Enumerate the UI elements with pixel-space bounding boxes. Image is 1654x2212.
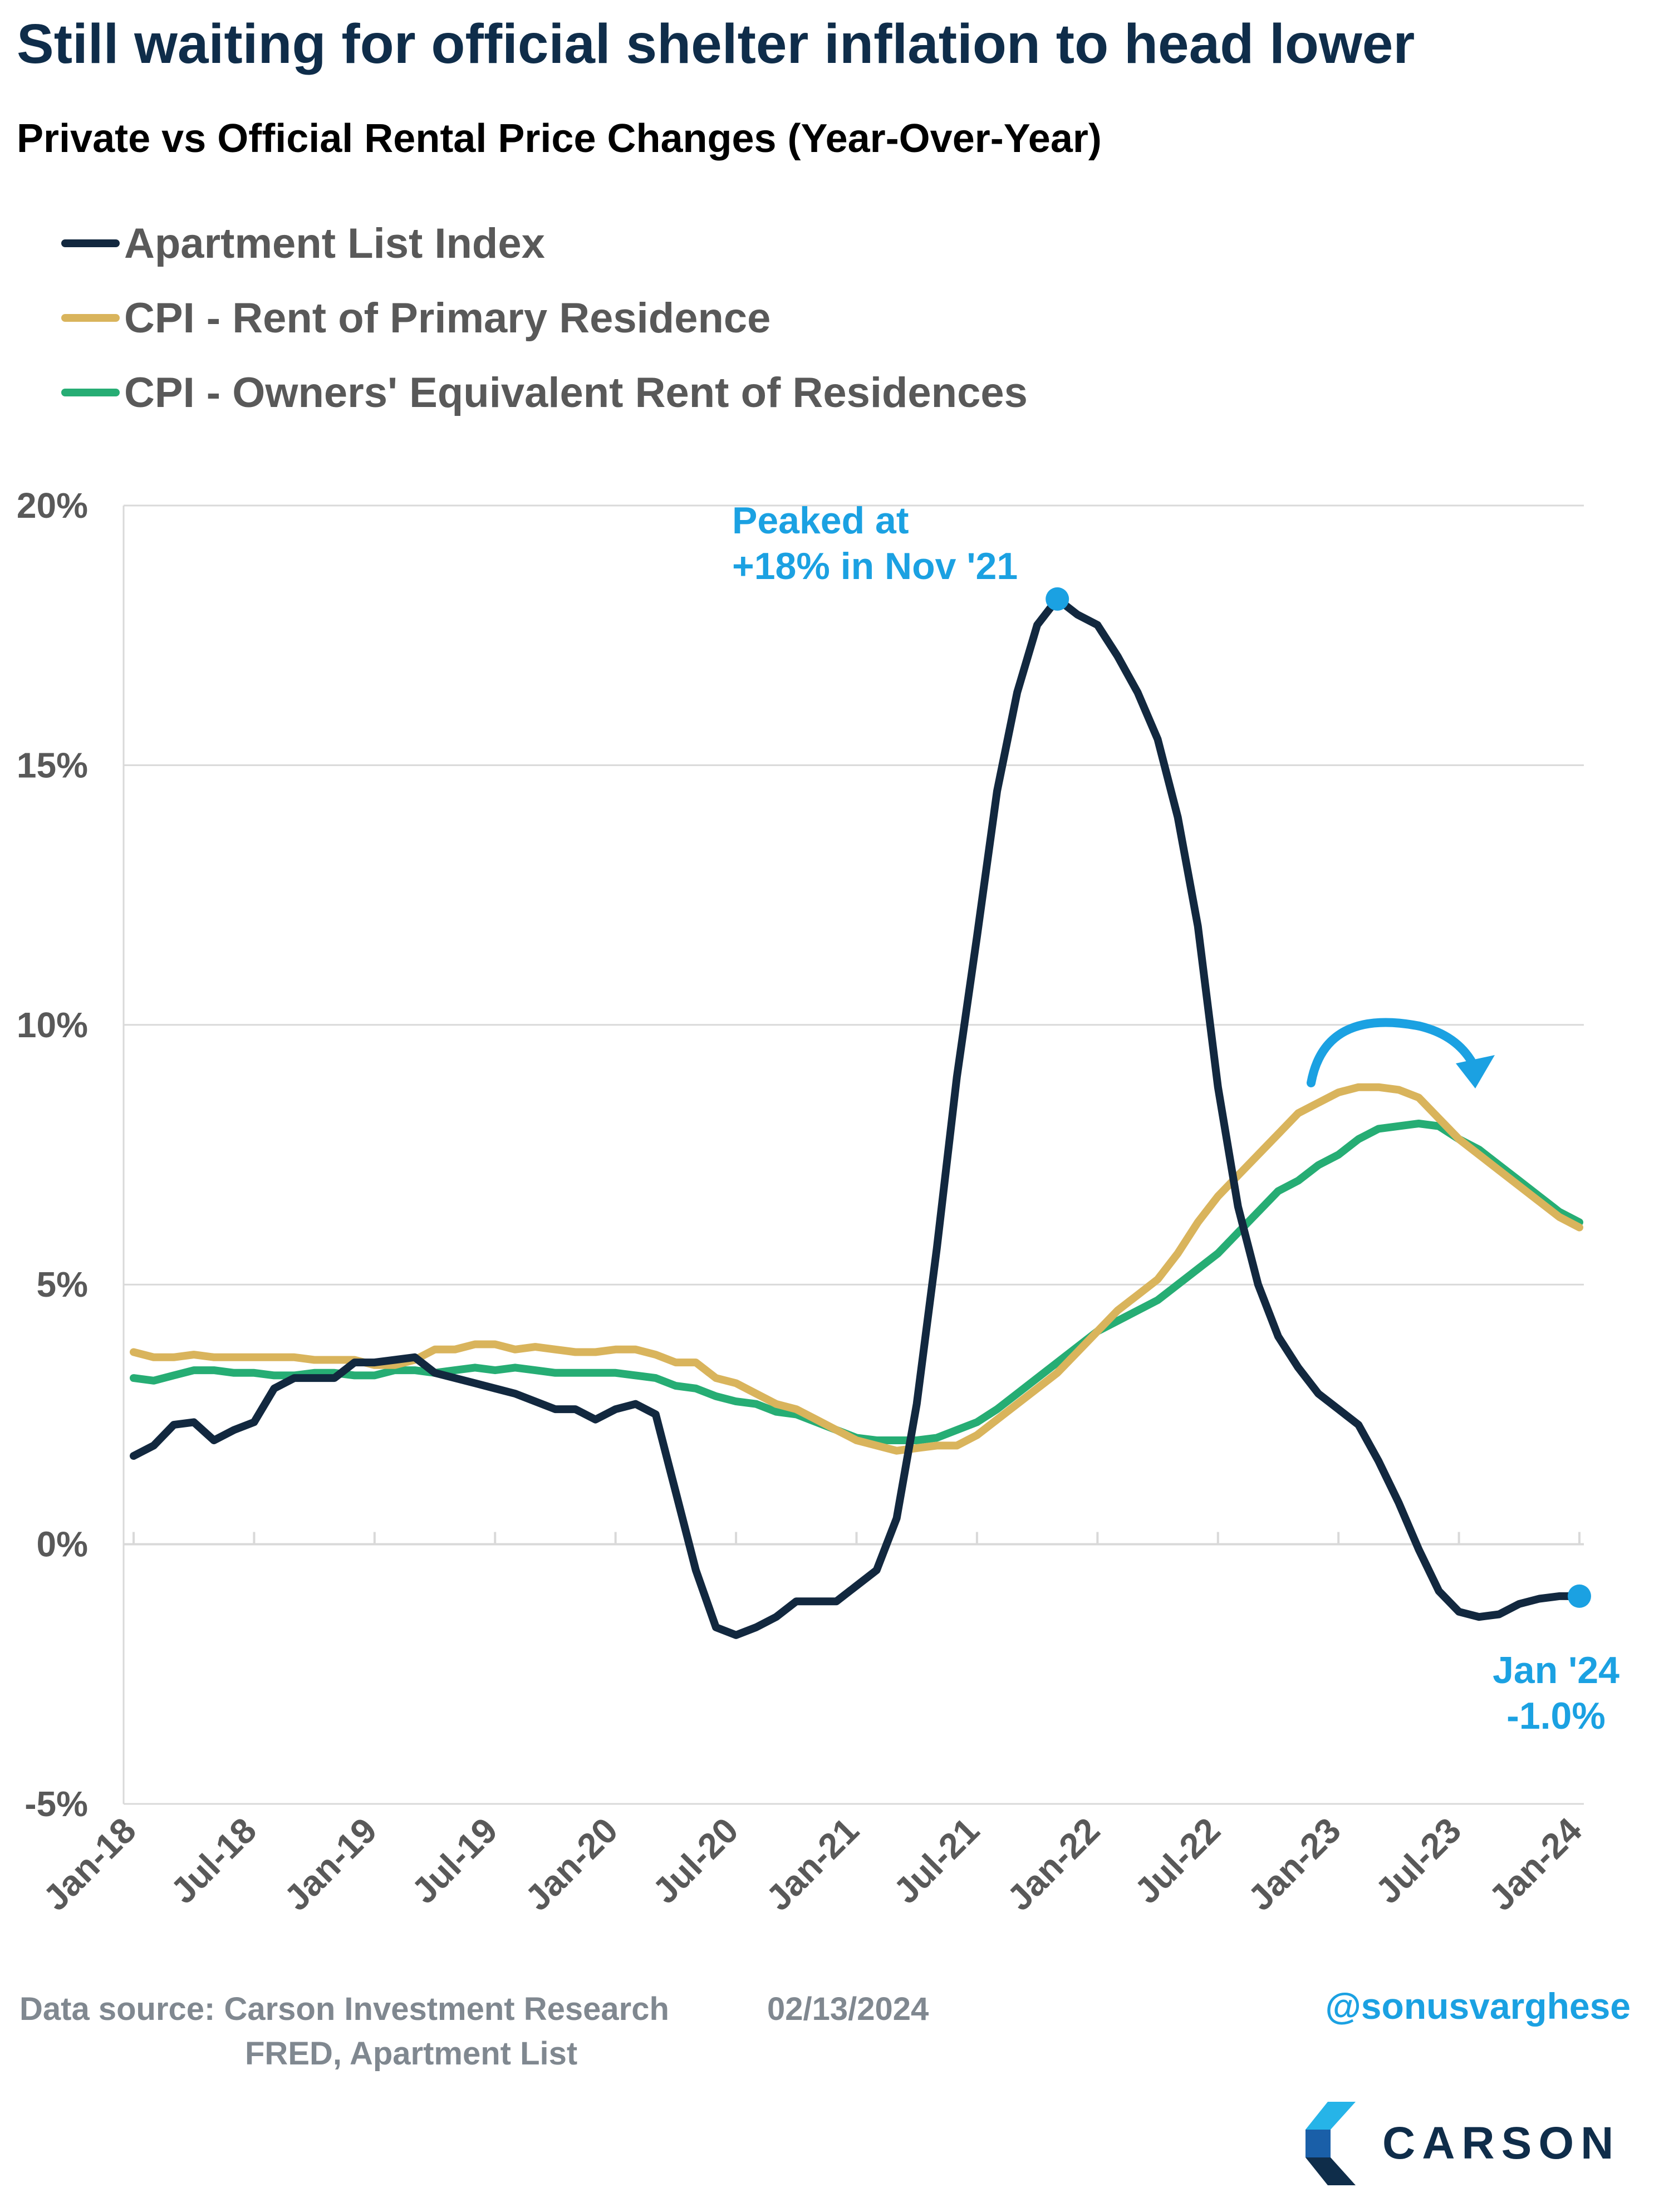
x-tick-label: Jan-19 bbox=[276, 1810, 384, 1918]
annotations: Peaked at+18% in Nov '21 Jan '24-1.0% bbox=[732, 499, 1619, 1737]
y-tick-label: 15% bbox=[17, 745, 88, 785]
x-tick-label: Jul-23 bbox=[1368, 1810, 1469, 1911]
data-source-line2: FRED, Apartment List bbox=[245, 2036, 578, 2072]
x-tick-label: Jan-21 bbox=[758, 1810, 866, 1918]
line-chart: -5% 0% 5% 10% 15% 20% Jan-18 Jul-18 Jan-19 Jul-19… bbox=[17, 485, 1619, 1918]
y-tick-label: 0% bbox=[37, 1524, 89, 1564]
series-line-cpi-rent bbox=[130, 1083, 1583, 1455]
data-source: Data source: Carson Investment Research bbox=[19, 1991, 669, 2027]
legend-swatch-apartment-list bbox=[61, 239, 120, 247]
legend: Apartment List Index CPI - Rent of Prima… bbox=[61, 206, 1028, 430]
legend-label-cpi-rent: CPI - Rent of Primary Residence bbox=[124, 294, 771, 342]
logo-wordmark: CARSON bbox=[1382, 2118, 1621, 2169]
x-tick-label: Jan-22 bbox=[999, 1810, 1107, 1918]
x-tick-label: Jul-18 bbox=[163, 1810, 264, 1911]
y-tick-label: 10% bbox=[17, 1005, 88, 1045]
x-tick-label: Jan-20 bbox=[517, 1810, 625, 1918]
y-tick-label: -5% bbox=[24, 1784, 88, 1824]
series-line-cpi-oer bbox=[130, 1120, 1583, 1444]
legend-item-cpi-oer: CPI - Owners' Equivalent Rent of Residen… bbox=[61, 355, 1028, 430]
x-tick-label: Jul-21 bbox=[886, 1810, 987, 1911]
axes: -5% 0% 5% 10% 15% 20% Jan-18 Jul-18 Jan-19 Jul-19… bbox=[17, 485, 1589, 1918]
x-tick-label: Jan-18 bbox=[36, 1810, 144, 1918]
x-tick-label: Jan-23 bbox=[1240, 1810, 1348, 1918]
y-tick-label: 20% bbox=[17, 485, 88, 526]
arrowhead-icon bbox=[1456, 1055, 1495, 1088]
x-tick-label: Jul-20 bbox=[645, 1810, 746, 1911]
legend-swatch-cpi-oer bbox=[61, 389, 120, 396]
x-tick-label: Jul-22 bbox=[1127, 1810, 1228, 1911]
chart-subtitle: Private vs Official Rental Price Changes… bbox=[17, 116, 1102, 161]
annotation-text-latest: Jan '24 bbox=[1493, 1649, 1619, 1691]
annotation-text-latest: -1.0% bbox=[1506, 1695, 1606, 1737]
carson-logo: CARSON bbox=[1305, 2102, 1620, 2185]
x-tick-label: Jul-19 bbox=[404, 1810, 505, 1911]
curved-arrow-icon bbox=[1307, 1018, 1479, 1087]
annotation-point-peak bbox=[1046, 587, 1069, 611]
twitter-handle[interactable]: @sonusvarghese bbox=[1325, 1985, 1631, 2027]
legend-label-apartment-list: Apartment List Index bbox=[124, 219, 545, 267]
legend-item-apartment-list: Apartment List Index bbox=[61, 206, 1028, 281]
series-lines bbox=[130, 595, 1583, 1639]
publish-date: 02/13/2024 bbox=[767, 1991, 929, 2027]
gridlines bbox=[124, 504, 1584, 1805]
legend-swatch-cpi-rent bbox=[61, 314, 120, 322]
legend-item-cpi-rent: CPI - Rent of Primary Residence bbox=[61, 281, 1028, 355]
chart-title: Still waiting for official shelter infla… bbox=[17, 13, 1415, 75]
x-tick-label: Jan-24 bbox=[1481, 1810, 1590, 1919]
carson-chevron-icon bbox=[1305, 2102, 1356, 2185]
y-tick-label: 5% bbox=[37, 1264, 89, 1304]
series-line-apartment-list bbox=[130, 595, 1583, 1639]
legend-label-cpi-oer: CPI - Owners' Equivalent Rent of Residen… bbox=[124, 369, 1028, 416]
annotation-point-latest bbox=[1568, 1584, 1591, 1608]
annotation-text-peak: Peaked at bbox=[732, 499, 909, 542]
annotation-text-peak: +18% in Nov '21 bbox=[732, 545, 1018, 587]
